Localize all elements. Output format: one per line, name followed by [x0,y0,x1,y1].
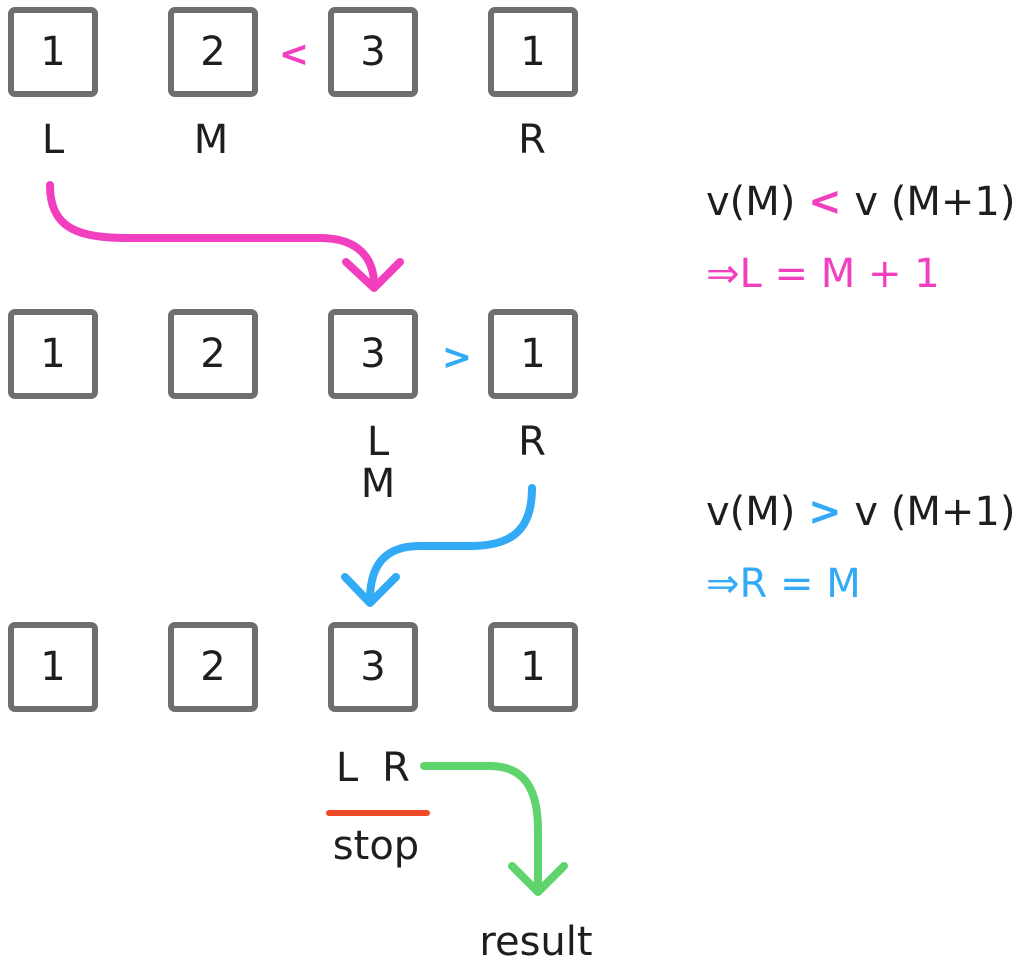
rule-2-implication: ⇒R = M [706,561,861,607]
row1-cell-1: 2 [168,7,258,97]
row2-cell-3: 1 [488,309,578,399]
row2-cell-2: 3 [328,309,418,399]
row1-label-M: M [193,117,229,163]
row3-label-R: R [382,745,410,791]
row3-cell-0: 1 [8,622,98,712]
row1-cell-3: 1 [488,7,578,97]
row2-label-M: M [360,461,396,507]
green-arrowhead [508,862,568,896]
stop-underline [326,810,430,816]
rule-1-op: < [808,179,842,225]
row1-label-L: L [41,117,65,163]
rule-2-condition: v(M) > v (M+1) [706,492,1015,532]
row2-label-R: R [518,419,546,465]
blue-arrow [366,484,536,604]
result-label: result [479,919,593,965]
pink-arrow [46,181,378,289]
row3-cell-2: 3 [328,622,418,712]
row1-comparison: < [278,34,310,75]
row3-cell-1: 2 [168,622,258,712]
row2-comparison: > [441,337,473,378]
green-arrow [420,762,542,894]
pink-arrowhead [342,258,404,292]
rule-2-op: > [808,489,842,535]
row3-label-L: L [335,745,359,791]
stop-label: stop [332,823,420,869]
row2-cell-0: 1 [8,309,98,399]
rule-1-left: v(M) [706,179,796,225]
row3-cell-3: 1 [488,622,578,712]
rule-1-implication: ⇒L = M + 1 [706,251,940,297]
row2-cell-1: 2 [168,309,258,399]
row2-label-L: L [366,419,390,465]
rule-1-condition: v(M) < v (M+1) [706,182,1015,222]
row1-cell-0: 1 [8,7,98,97]
rule-1-right: v (M+1) [854,179,1016,225]
rule-2-right: v (M+1) [854,489,1016,535]
row1-label-R: R [518,117,546,163]
rule-2-left: v(M) [706,489,796,535]
row1-cell-2: 3 [328,7,418,97]
blue-arrowhead [341,573,400,607]
